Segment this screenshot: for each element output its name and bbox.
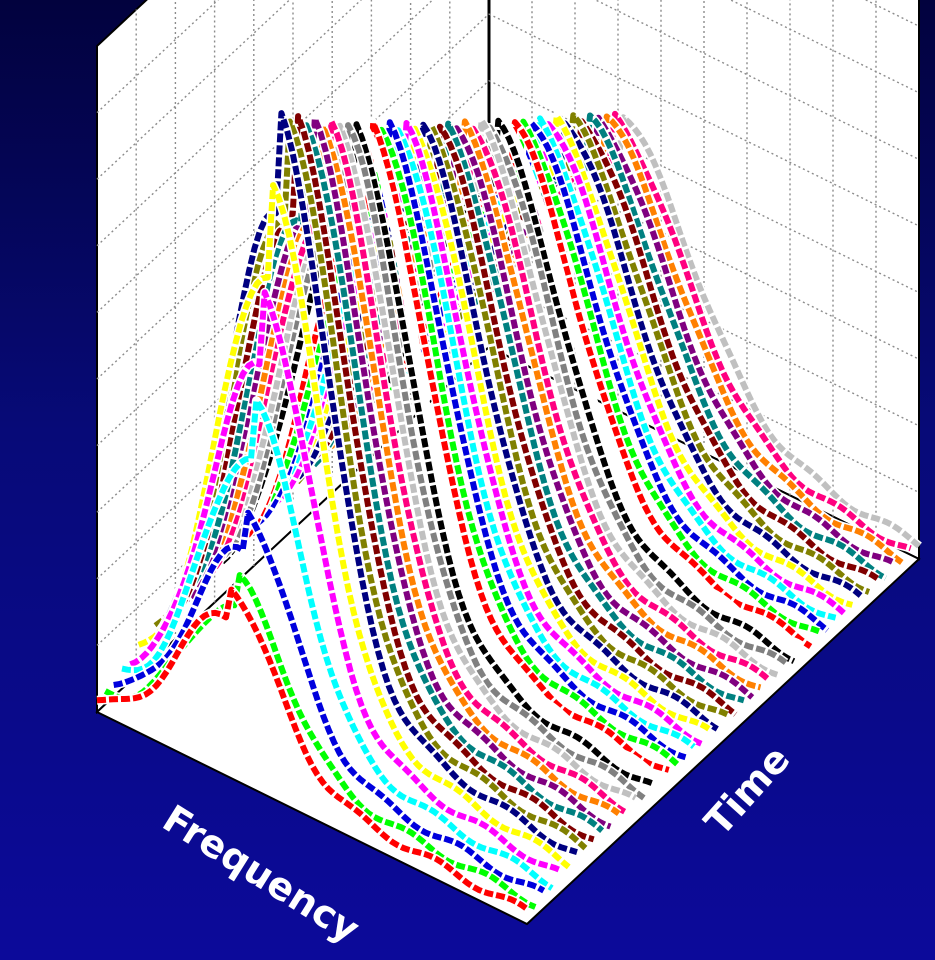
series-line (162, 113, 595, 843)
series-line (220, 121, 654, 787)
series-line (179, 115, 612, 830)
series-line (420, 113, 854, 608)
series-line (287, 121, 721, 733)
series-16 (219, 119, 654, 788)
series-line (478, 110, 912, 552)
series-line (121, 397, 554, 891)
series-line (96, 586, 529, 912)
series-12 (185, 122, 622, 818)
series-6 (137, 180, 572, 871)
series-line (228, 125, 663, 784)
series-22 (269, 118, 704, 749)
series-line (311, 120, 745, 704)
series-line (369, 121, 804, 649)
series-line (137, 182, 571, 870)
series-line (195, 118, 629, 816)
series-13 (195, 117, 630, 817)
series-line (270, 120, 704, 747)
series-line (378, 119, 813, 650)
series-9 (161, 111, 595, 844)
series-1 (96, 585, 530, 913)
chart-series (96, 108, 922, 913)
series-line (186, 123, 621, 817)
series-line (203, 122, 637, 801)
series-line (145, 110, 578, 855)
grid-line (96, 0, 434, 313)
series-line (454, 112, 888, 581)
series-11 (178, 114, 612, 831)
series-4 (121, 396, 555, 893)
series-line (129, 289, 562, 873)
series-line (169, 122, 605, 833)
series-10 (168, 120, 606, 835)
series-line (336, 125, 771, 683)
series-5 (128, 287, 563, 875)
series-3 (112, 508, 546, 895)
series-17 (227, 123, 664, 785)
series-line (113, 509, 546, 894)
series-line (244, 126, 680, 767)
series-14 (202, 121, 638, 802)
series-19 (243, 125, 681, 768)
grid-line (96, 13, 490, 380)
